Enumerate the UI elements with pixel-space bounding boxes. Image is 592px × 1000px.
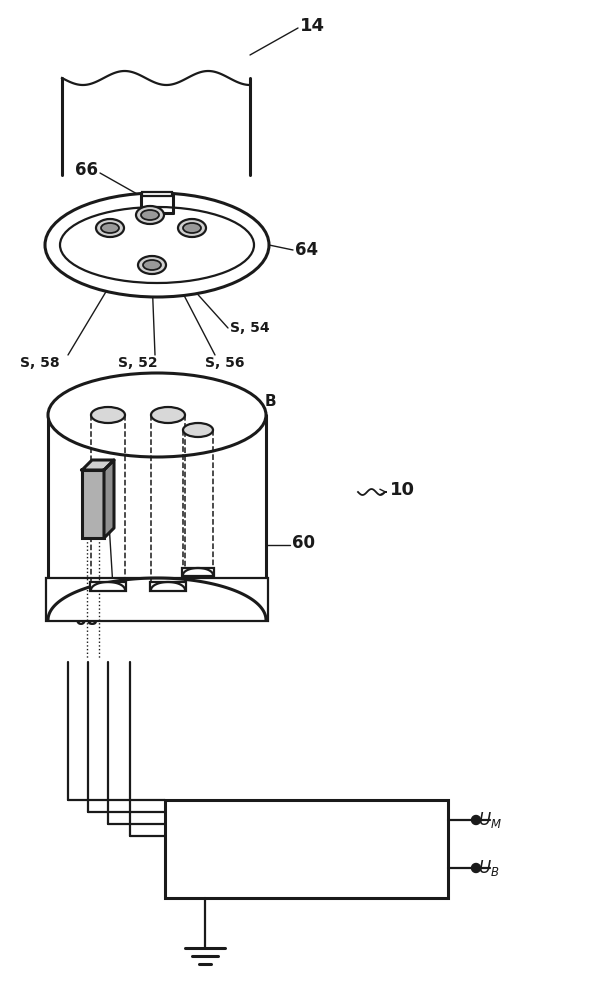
Text: B: B [265,394,276,410]
Text: 60: 60 [292,534,315,552]
Text: S, 52: S, 52 [118,356,157,370]
Text: 66: 66 [75,161,98,179]
Bar [46,578,268,621]
Ellipse shape [96,219,124,237]
Ellipse shape [178,219,206,237]
Text: S, 54: S, 54 [230,321,269,335]
Text: B: B [168,400,179,416]
Ellipse shape [151,407,185,423]
Text: S, 58: S, 58 [20,356,60,370]
Text: $U_M$: $U_M$ [478,810,502,830]
Bar [82,470,104,538]
Text: $U_B$: $U_B$ [478,858,500,878]
Text: 64: 64 [295,241,318,259]
Text: 14: 14 [300,17,325,35]
Ellipse shape [45,193,269,297]
Ellipse shape [60,207,254,283]
Bar [142,192,172,196]
Bar [165,800,448,898]
Ellipse shape [91,407,125,423]
Polygon shape [104,460,114,538]
Ellipse shape [48,373,266,457]
Ellipse shape [136,206,164,224]
Ellipse shape [183,223,201,233]
Ellipse shape [183,423,213,437]
Ellipse shape [141,210,159,220]
Text: 10: 10 [390,481,415,499]
Circle shape [471,863,481,872]
Ellipse shape [138,256,166,274]
Text: S, 56: S, 56 [205,356,244,370]
Text: 68: 68 [75,611,98,629]
Bar [90,582,126,591]
Polygon shape [82,460,114,470]
Ellipse shape [101,223,119,233]
Text: B: B [113,397,125,412]
Bar [182,568,214,576]
Ellipse shape [143,260,161,270]
Circle shape [471,816,481,824]
Bar [150,582,186,591]
